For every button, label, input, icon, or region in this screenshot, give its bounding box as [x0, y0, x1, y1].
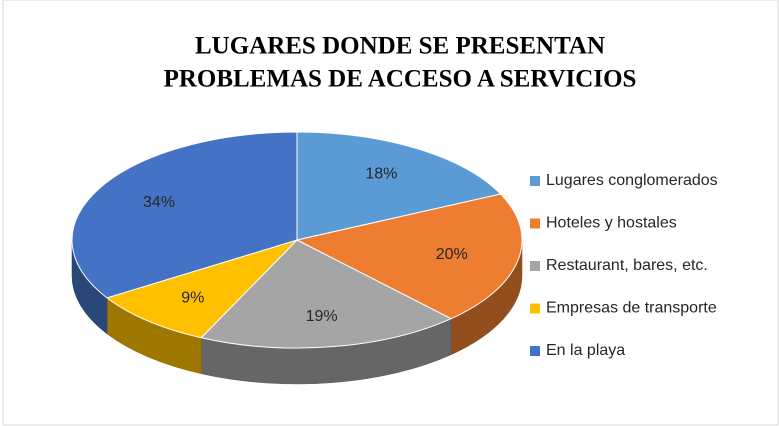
legend-swatch: [530, 176, 540, 186]
data-label: 34%: [143, 194, 175, 211]
chart-title: PROBLEMAS DE ACCESO A SERVICIOS: [164, 66, 637, 93]
legend-label: En la playa: [546, 342, 625, 359]
chart-title: LUGARES DONDE SE PRESENTAN: [195, 33, 605, 60]
legend-swatch: [530, 303, 540, 314]
data-label: 19%: [306, 308, 338, 325]
data-label: 18%: [365, 166, 397, 183]
slice-top: [105, 239, 298, 339]
pie-slice: [296, 131, 502, 241]
legend-swatch: [530, 346, 540, 356]
slice-top: [296, 131, 502, 241]
data-label: 9%: [181, 290, 204, 307]
slice-top: [200, 239, 453, 349]
legend-label: Hoteles y hostales: [546, 215, 677, 232]
pie-slice: [71, 131, 298, 335]
pie-slice: [105, 239, 298, 375]
legend-label: Restaurant, bares, etc.: [546, 257, 708, 274]
legend-label: Lugares conglomerados: [546, 172, 718, 189]
legend-label: Empresas de transporte: [546, 300, 717, 317]
legend-swatch: [530, 261, 540, 271]
pie-slice: [200, 239, 453, 385]
slice-top: [71, 131, 298, 299]
slice-top: [295, 193, 523, 320]
data-label: 20%: [436, 246, 468, 263]
legend-swatch: [530, 218, 540, 229]
